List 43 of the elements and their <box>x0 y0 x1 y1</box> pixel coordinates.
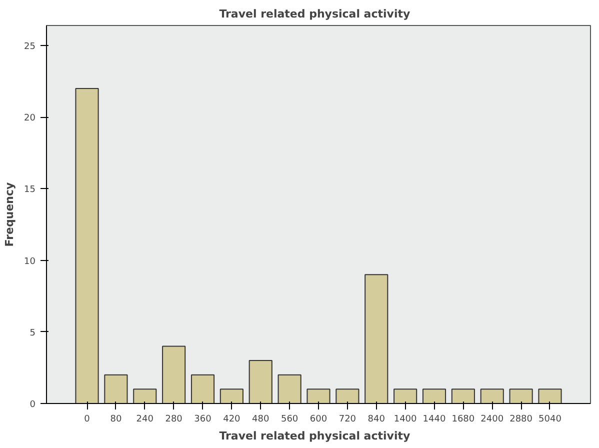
x-tick-label: 280 <box>165 414 183 424</box>
x-tick-label: 5040 <box>538 414 562 424</box>
y-tick-label: 10 <box>24 256 36 267</box>
x-tick-label: 80 <box>110 414 122 424</box>
x-tick-label: 600 <box>310 414 328 424</box>
y-tick-label: 25 <box>24 42 36 52</box>
x-tick-label: 0 <box>84 414 90 424</box>
bar <box>451 388 475 404</box>
bar <box>509 388 533 404</box>
bar <box>336 388 360 404</box>
bar <box>480 388 504 404</box>
y-tick-label: 15 <box>24 185 36 196</box>
x-tick-label: 1680 <box>452 414 475 424</box>
x-tick-label: 1440 <box>422 414 446 424</box>
bar <box>104 374 128 404</box>
x-tick-label: 360 <box>194 414 212 424</box>
bar <box>75 88 99 404</box>
x-tick-label: 840 <box>368 414 386 424</box>
x-tick-label: 720 <box>338 414 356 424</box>
bar <box>190 374 215 404</box>
y-axis-title: Frequency <box>3 182 16 247</box>
bar <box>538 388 562 404</box>
bar <box>364 274 388 404</box>
bar <box>278 374 302 404</box>
x-tick-label: 240 <box>136 414 154 424</box>
bar <box>220 388 244 404</box>
y-tick-label: 20 <box>24 114 36 124</box>
bar <box>306 388 330 404</box>
x-tick-label: 420 <box>223 414 241 424</box>
x-tick-label: 1400 <box>394 414 418 424</box>
x-tick-label: 2400 <box>480 414 504 424</box>
x-tick-label: 480 <box>252 414 270 424</box>
x-tick-label: 2880 <box>510 414 533 424</box>
bar <box>162 346 186 404</box>
bar <box>133 388 157 404</box>
y-tick-label: 0 <box>30 400 36 410</box>
bar <box>248 360 272 404</box>
y-tick-label: 5 <box>30 328 36 338</box>
chart-title: Travel related physical activity <box>219 8 410 20</box>
x-axis-title: Travel related physical activity <box>219 430 410 442</box>
bar <box>394 388 418 404</box>
bar <box>422 388 446 404</box>
x-tick-label: 560 <box>280 414 298 424</box>
